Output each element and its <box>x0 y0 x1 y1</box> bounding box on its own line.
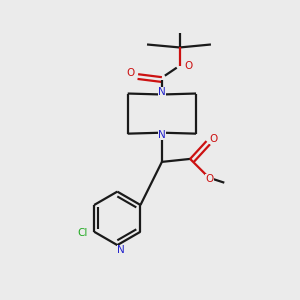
Text: O: O <box>209 134 217 144</box>
Text: N: N <box>117 244 125 255</box>
Text: N: N <box>158 87 166 97</box>
Text: O: O <box>184 61 192 71</box>
Text: O: O <box>127 68 135 78</box>
Text: N: N <box>158 130 166 140</box>
Text: O: O <box>205 174 214 184</box>
Text: Cl: Cl <box>78 228 88 238</box>
